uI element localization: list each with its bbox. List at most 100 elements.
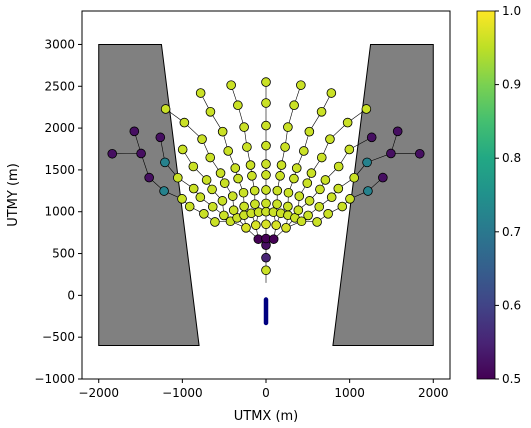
- x-tick-label: 0: [262, 386, 270, 400]
- scatter-point: [219, 210, 229, 221]
- scatter-point: [326, 192, 337, 203]
- scatter-point: [261, 198, 271, 209]
- scatter-point: [304, 196, 315, 206]
- scatter-point: [293, 205, 304, 216]
- scatter-point: [195, 88, 206, 98]
- y-tick-label: 1000: [44, 205, 75, 219]
- scatter-points: [107, 77, 425, 276]
- scatter-point: [201, 175, 212, 185]
- scatter-point: [177, 144, 188, 155]
- y-tick-label: −1000: [34, 372, 75, 386]
- scatter-point: [245, 160, 256, 170]
- scatter-point: [342, 117, 353, 128]
- scatter-point: [261, 252, 271, 263]
- scatter-point: [107, 148, 118, 159]
- y-tick-label: 1500: [44, 163, 75, 177]
- scatter-point: [272, 199, 282, 209]
- scatter-point: [280, 142, 290, 152]
- colorbar-tick-label: 0.6: [502, 298, 521, 312]
- scatter-point: [289, 100, 299, 111]
- scatter-point: [361, 104, 372, 114]
- scatter-point: [414, 148, 425, 159]
- x-tick-label: 1000: [334, 386, 365, 400]
- scatter-point: [261, 120, 271, 131]
- scatter-point: [223, 146, 233, 156]
- scatter-point: [239, 201, 249, 212]
- scatter-point: [271, 220, 281, 230]
- left-block: [98, 43, 200, 347]
- scatter-point: [392, 126, 403, 137]
- scatter-point: [238, 187, 249, 198]
- scatter-point: [276, 160, 287, 170]
- scatter-point: [304, 126, 315, 137]
- polygon-layer: [98, 43, 434, 347]
- scatter-point: [316, 107, 327, 117]
- scatter-point: [296, 216, 307, 227]
- scatter-point: [299, 146, 309, 156]
- scatter-point: [188, 161, 199, 172]
- scatter-point: [177, 194, 187, 204]
- colorbar-tick-label: 1.0: [502, 4, 521, 18]
- scatter-point: [251, 220, 261, 230]
- scatter-point: [210, 217, 220, 227]
- scatter-point: [325, 134, 335, 144]
- scatter-point: [205, 107, 216, 117]
- y-tick-label: 2000: [44, 121, 75, 135]
- colorbar-tick-label: 0.9: [502, 78, 521, 92]
- scatter-point: [249, 185, 260, 196]
- scatter-point: [345, 194, 355, 204]
- x-tick-label: −1000: [162, 386, 203, 400]
- scatter-point: [363, 186, 373, 196]
- scatter-point: [275, 171, 285, 181]
- scatter-point: [326, 88, 337, 98]
- x-tick-label: −2000: [78, 386, 119, 400]
- scatter-point: [294, 191, 305, 201]
- colorbar-tick-label: 0.8: [502, 151, 521, 165]
- scatter-point: [289, 173, 299, 184]
- scatter-point: [344, 144, 355, 155]
- scatter-point: [199, 209, 209, 219]
- scatter-point: [155, 132, 166, 143]
- scatter-point: [241, 223, 251, 233]
- scatter-point: [233, 100, 243, 111]
- scatter-point: [303, 210, 313, 221]
- scatter-point: [312, 217, 322, 227]
- scatter-point: [283, 122, 293, 132]
- y-tick-label: 2500: [44, 79, 75, 93]
- scatter-point: [217, 126, 228, 137]
- scatter-point: [316, 152, 327, 163]
- scatter-point: [184, 201, 195, 212]
- scatter-point: [366, 132, 377, 143]
- scatter-point: [242, 142, 252, 152]
- y-tick-label: 0: [67, 288, 75, 302]
- scatter-point: [160, 157, 170, 168]
- scatter-point: [239, 122, 249, 132]
- scatter-point: [378, 172, 388, 183]
- scatter-point: [386, 148, 396, 159]
- scatter-point: [261, 77, 271, 87]
- y-axis: −1000 −500 0 500 1000 1500 2000 2500 3000: [34, 37, 82, 386]
- scatter-point: [283, 201, 293, 212]
- scatter-point: [333, 183, 344, 194]
- y-tick-label: 3000: [44, 37, 75, 51]
- scatter-point: [129, 126, 140, 137]
- scatter-point: [315, 184, 325, 195]
- scatter-point: [247, 171, 257, 181]
- scatter-point: [195, 192, 206, 203]
- scatter-point: [302, 178, 313, 188]
- scatter-point: [261, 140, 271, 151]
- scatter-point: [230, 163, 241, 173]
- scatter-point: [197, 134, 207, 144]
- colorbar-axis: 0.5 0.6 0.7 0.8 0.9 1.0: [495, 4, 521, 386]
- scatter-point: [320, 175, 331, 185]
- scatter-point: [306, 168, 317, 178]
- scatter-point: [296, 80, 306, 90]
- x-axis-label: UTMX (m): [234, 409, 299, 424]
- y-tick-label: −500: [42, 330, 75, 344]
- scatter-point: [219, 178, 230, 188]
- scatter-point: [261, 219, 271, 230]
- scatter-point: [268, 234, 279, 244]
- scatter-point: [205, 152, 216, 163]
- scatter-point: [228, 205, 239, 216]
